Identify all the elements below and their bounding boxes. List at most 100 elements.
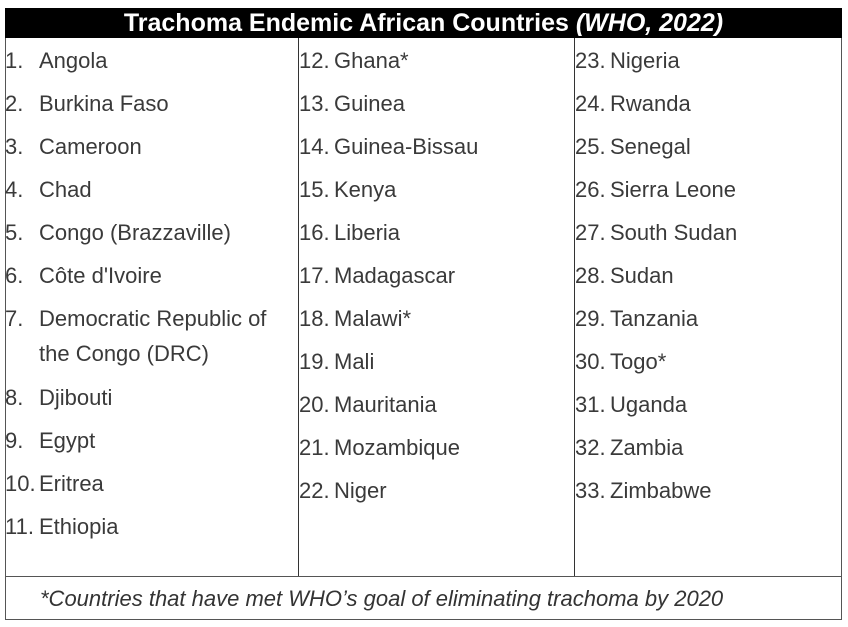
country-name: Zambia [610, 435, 684, 460]
item-number: 26. [575, 177, 606, 202]
country-name: Guinea-Bissau [334, 134, 479, 159]
list-item: 22. Niger [299, 474, 387, 508]
list-item: 17. Madagascar [299, 259, 455, 293]
item-number: 27. [575, 220, 606, 245]
country-name: Mauritania [334, 392, 437, 417]
list-item: 20. Mauritania [299, 388, 437, 422]
country-name: Kenya [334, 177, 397, 202]
country-name: Burkina Faso [39, 91, 169, 116]
item-number: 1. [5, 48, 24, 73]
list-item: 10. Eritrea [5, 467, 104, 501]
country-name: Mali [334, 349, 375, 374]
country-name: Sudan [610, 263, 674, 288]
item-number: 21. [299, 435, 330, 460]
country-name: Sierra Leone [610, 177, 736, 202]
item-number: 13. [299, 91, 330, 116]
country-name: Ghana* [334, 48, 409, 73]
item-number: 7. [5, 306, 24, 331]
item-number: 9. [5, 428, 24, 453]
list-item: 14. Guinea-Bissau [299, 130, 478, 164]
list-item: 7. Democratic Republic of the Congo (DRC) [5, 302, 266, 371]
country-name: Nigeria [610, 48, 680, 73]
list-item: 23. Nigeria [575, 44, 680, 78]
list-item: 1. Angola [5, 44, 108, 78]
list-item: 13. Guinea [299, 87, 405, 121]
item-number: 6. [5, 263, 24, 288]
item-number: 8. [5, 385, 24, 410]
country-name: Democratic Republic of [39, 306, 267, 331]
list-item: 15. Kenya [299, 173, 396, 207]
country-name: Malawi* [334, 306, 412, 331]
country-name: South Sudan [610, 220, 738, 245]
item-number: 30. [575, 349, 606, 374]
item-number: 3. [5, 134, 24, 159]
title-source: (WHO, 2022) [575, 9, 724, 37]
country-name: Niger [334, 478, 387, 503]
list-item: 27. South Sudan [575, 216, 737, 250]
item-number: 2. [5, 91, 24, 116]
table-title: Trachoma Endemic African Countries (WHO,… [5, 8, 842, 38]
list-item: 28. Sudan [575, 259, 674, 293]
country-name-line2: the Congo (DRC) [39, 341, 209, 366]
list-item: 31. Uganda [575, 388, 687, 422]
country-name: Uganda [610, 392, 688, 417]
country-name: Congo (Brazzaville) [39, 220, 231, 245]
list-item: 16. Liberia [299, 216, 400, 250]
item-number: 23. [575, 48, 606, 73]
list-item: 33. Zimbabwe [575, 474, 711, 508]
list-item: 11. Ethiopia [5, 510, 119, 544]
country-name: Senegal [610, 134, 691, 159]
list-item: 19. Mali [299, 345, 374, 379]
item-number: 33. [575, 478, 606, 503]
list-item: 8. Djibouti [5, 381, 112, 415]
item-number: 19. [299, 349, 330, 374]
list-item: 30. Togo* [575, 345, 666, 379]
item-number: 16. [299, 220, 330, 245]
column-2: 12. Ghana* 13. Guinea 14. Guinea-Bissau 15. Ken… [298, 38, 574, 576]
item-number: 31. [575, 392, 606, 417]
item-number: 4. [5, 177, 24, 202]
item-number: 20. [299, 392, 330, 417]
country-name: Angola [39, 48, 108, 73]
column-1: 1. Angola 2. Burkina Faso 3. Cameroon 4. Chad 5.… [5, 38, 298, 576]
list-item: 12. Ghana* [299, 44, 409, 78]
country-name: Tanzania [610, 306, 699, 331]
item-number: 15. [299, 177, 330, 202]
country-name: Liberia [334, 220, 401, 245]
item-number: 10. [5, 471, 36, 496]
footnote: *Countries that have met WHO’s goal of e… [5, 576, 842, 620]
item-number: 12. [299, 48, 330, 73]
list-item: 6. Côte d'Ivoire [5, 259, 162, 293]
item-number: 29. [575, 306, 606, 331]
title-text: Trachoma Endemic African Countries [123, 9, 576, 37]
item-number: 32. [575, 435, 606, 460]
country-name: Eritrea [39, 471, 104, 496]
list-item: 5. Congo (Brazzaville) [5, 216, 231, 250]
country-name: Madagascar [334, 263, 456, 288]
list-item: 29. Tanzania [575, 302, 698, 336]
list-item: 21. Mozambique [299, 431, 460, 465]
item-number: 24. [575, 91, 606, 116]
list-item: 25. Senegal [575, 130, 691, 164]
list-item: 24. Rwanda [575, 87, 691, 121]
country-name: Ethiopia [39, 514, 119, 539]
country-name: Rwanda [610, 91, 691, 116]
item-number: 17. [299, 263, 330, 288]
item-number: 14. [299, 134, 330, 159]
list-item: 32. Zambia [575, 431, 683, 465]
country-name: Chad [39, 177, 92, 202]
item-number: 28. [575, 263, 606, 288]
list-item: 2. Burkina Faso [5, 87, 169, 121]
country-name: Djibouti [39, 385, 113, 410]
country-name: Côte d'Ivoire [39, 263, 162, 288]
list-item: 18. Malawi* [299, 302, 411, 336]
item-number: 25. [575, 134, 606, 159]
list-item: 26. Sierra Leone [575, 173, 736, 207]
country-name: Zimbabwe [610, 478, 712, 503]
item-number: 22. [299, 478, 330, 503]
column-3: 23. Nigeria 24. Rwanda 25. Senegal 26. Sierra L… [574, 38, 842, 576]
country-name: Cameroon [39, 134, 142, 159]
country-name: Guinea [334, 91, 405, 116]
item-number: 18. [299, 306, 330, 331]
list-item: 4. Chad [5, 173, 92, 207]
